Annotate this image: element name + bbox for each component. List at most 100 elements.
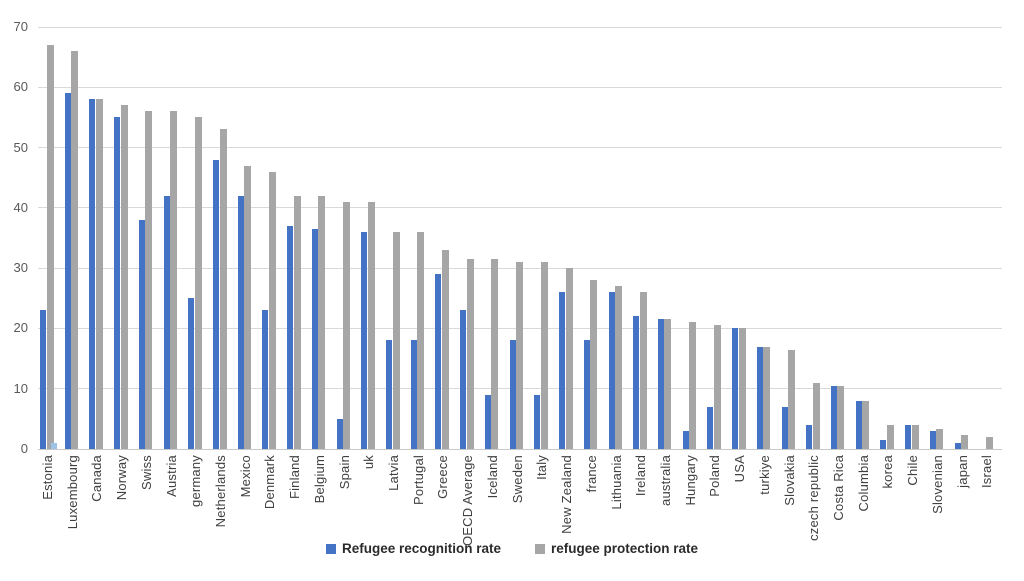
bar-recognition-Poland bbox=[707, 406, 714, 449]
bar-recognition-Norway bbox=[114, 117, 121, 449]
bar-recognition-Slovakia bbox=[781, 406, 788, 449]
x-axis-label-USA: USA bbox=[732, 455, 748, 483]
bar-protection-Poland bbox=[713, 325, 721, 449]
y-axis-tick-label: 0 bbox=[20, 441, 28, 456]
bar-protection-Canada bbox=[95, 99, 103, 449]
bar-protection-OECD Average bbox=[466, 259, 474, 449]
x-axis-label-korea: korea bbox=[880, 455, 896, 489]
x-axis-label-Denmark: Denmark bbox=[262, 455, 278, 510]
x-axis-label-Norway: Norway bbox=[114, 455, 130, 501]
bar-protection-Iceland bbox=[491, 259, 499, 449]
bar-protection-Italy bbox=[540, 262, 548, 449]
y-axis-tick-label: 20 bbox=[13, 320, 28, 336]
chart-legend: Refugee recognition rate refugee protect… bbox=[0, 541, 1024, 556]
bar-protection-Finland bbox=[293, 195, 301, 449]
x-axis-label-Greece: Greece bbox=[435, 455, 451, 499]
bar-protection-New Zealand bbox=[565, 268, 573, 449]
x-axis-label-Costa Rica: Costa Rica bbox=[830, 455, 846, 521]
bar-protection-czech republic bbox=[812, 382, 820, 449]
x-axis-label-czech republic: czech republic bbox=[806, 455, 822, 541]
x-axis-label-japan: japan bbox=[954, 455, 970, 488]
bar-protection-Chile bbox=[911, 424, 919, 449]
bar-protection-Norway bbox=[120, 105, 128, 449]
bar-recognition-Austria bbox=[163, 195, 170, 449]
bar-protection-germany bbox=[194, 117, 202, 449]
bar-recognition-germany bbox=[188, 298, 195, 449]
legend-swatch-recognition-icon bbox=[325, 543, 336, 554]
x-axis-label-Ireland: Ireland bbox=[633, 455, 649, 497]
bar-recognition-france bbox=[583, 340, 590, 449]
bar-recognition-japan bbox=[954, 442, 961, 449]
x-axis-label-Sweden: Sweden bbox=[509, 455, 525, 504]
bar-protection-Denmark bbox=[268, 171, 276, 449]
bar-protection-Netherlands bbox=[219, 129, 227, 449]
bar-recognition-Netherlands bbox=[213, 159, 220, 449]
bar-recognition-Swiss bbox=[138, 219, 145, 449]
legend-swatch-protection-icon bbox=[535, 543, 545, 554]
x-axis-label-uk: uk bbox=[361, 455, 377, 470]
gridline-40 bbox=[38, 207, 1002, 209]
y-axis-tick-label: 60 bbox=[13, 79, 28, 95]
x-axis-label-Latvia: Latvia bbox=[386, 455, 402, 491]
bar-recognition-Slovenian bbox=[929, 430, 936, 449]
x-axis-label-Hungary: Hungary bbox=[682, 455, 698, 506]
bar-recognition-Latvia bbox=[386, 340, 393, 449]
bar-protection-Portugal bbox=[417, 231, 425, 449]
x-axis-label-Slovakia: Slovakia bbox=[781, 455, 797, 506]
gridline-0 bbox=[38, 448, 1002, 450]
gridline-60 bbox=[38, 86, 1002, 88]
bar-protection-USA bbox=[738, 328, 746, 449]
x-axis-label-New Zealand: New Zealand bbox=[559, 455, 575, 534]
x-axis-label-Portugal: Portugal bbox=[410, 455, 426, 506]
bar-protection-Belgium bbox=[318, 195, 326, 449]
bar-protection-Slovenian bbox=[936, 429, 944, 449]
bar-protection-Slovakia bbox=[788, 349, 796, 449]
legend-label-protection: refugee protection rate bbox=[551, 541, 699, 556]
bar-recognition-Hungary bbox=[682, 430, 689, 449]
bar-recognition-Spain bbox=[336, 418, 343, 449]
x-axis-label-france: france bbox=[583, 455, 599, 493]
bar-recognition-Portugal bbox=[410, 340, 417, 449]
bar-recognition-Lithuania bbox=[608, 292, 615, 449]
x-axis-label-turkiye: turkiye bbox=[756, 455, 772, 495]
x-axis-label-australia: australia bbox=[657, 455, 673, 506]
bar-protection-Spain bbox=[343, 201, 351, 449]
bar-protection-Sweden bbox=[516, 262, 524, 449]
legend-item-protection: refugee protection rate bbox=[535, 541, 698, 556]
bar-recognition-Sweden bbox=[509, 340, 516, 449]
bar-recognition-Canada bbox=[89, 99, 96, 449]
bar-recognition-korea bbox=[880, 439, 887, 449]
bar-recognition-Ireland bbox=[633, 316, 640, 449]
y-axis-tick-label: 40 bbox=[13, 199, 28, 215]
bar-protection-Hungary bbox=[689, 322, 697, 449]
x-axis-label-Belgium: Belgium bbox=[311, 455, 327, 504]
bar-extra-Estonia bbox=[51, 442, 57, 449]
bar-recognition-Columbia bbox=[855, 400, 862, 449]
x-axis-label-Estonia: Estonia bbox=[40, 455, 55, 500]
bar-protection-Swiss bbox=[145, 111, 153, 449]
x-axis-label-Italy: Italy bbox=[534, 455, 550, 480]
bar-protection-Columbia bbox=[862, 400, 870, 449]
bar-recognition-Iceland bbox=[484, 394, 491, 449]
bar-protection-korea bbox=[886, 424, 894, 449]
y-axis-tick-label: 70 bbox=[13, 19, 28, 34]
x-axis-label-Netherlands: Netherlands bbox=[213, 455, 229, 528]
legend-label-recognition: Refugee recognition rate bbox=[341, 541, 501, 556]
bar-protection-turkiye bbox=[763, 346, 771, 449]
x-axis-label-Israel: Israel bbox=[979, 455, 995, 488]
x-axis-label-Slovenian: Slovenian bbox=[929, 455, 945, 514]
bar-protection-Lithuania bbox=[615, 286, 622, 449]
bar-recognition-New Zealand bbox=[559, 292, 566, 449]
bar-recognition-Costa Rica bbox=[830, 385, 837, 449]
bar-recognition-turkiye bbox=[756, 346, 763, 449]
x-axis-label-germany: germany bbox=[188, 455, 204, 507]
bar-protection-Ireland bbox=[639, 292, 647, 449]
x-axis-label-Finland: Finland bbox=[287, 455, 303, 500]
bar-protection-Estonia bbox=[46, 45, 54, 449]
bar-protection-Costa Rica bbox=[837, 385, 845, 449]
x-axis-label-Mexico: Mexico bbox=[237, 455, 253, 498]
bar-recognition-Mexico bbox=[237, 195, 244, 449]
bar-protection-Luxembourg bbox=[71, 51, 79, 449]
x-axis-label-Spain: Spain bbox=[336, 455, 352, 490]
